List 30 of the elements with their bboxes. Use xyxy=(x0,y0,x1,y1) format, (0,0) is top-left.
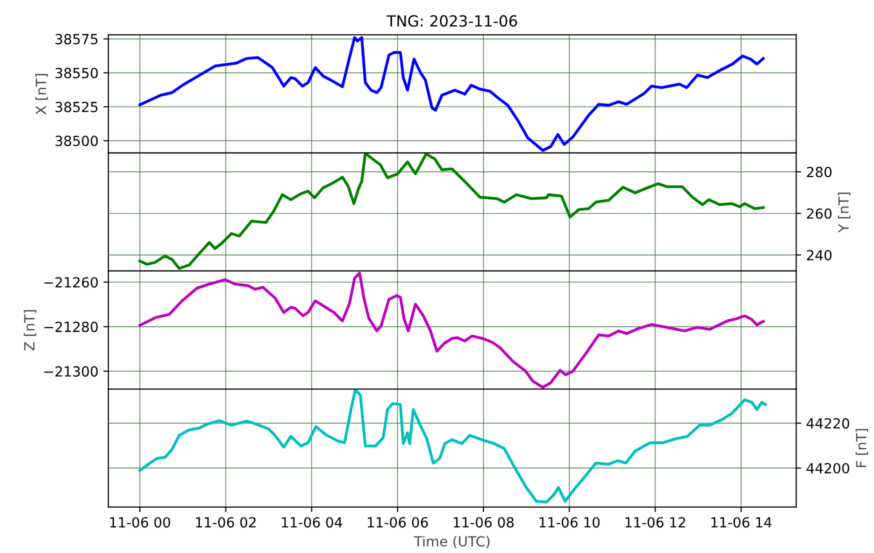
x-axis-title: Time (UTC) xyxy=(414,536,490,548)
y-axis-title: X [nT] xyxy=(35,74,48,114)
y-tick-label: 38500 xyxy=(56,136,98,146)
x-tick-label: 11-06 12 xyxy=(626,517,686,528)
x-tick-label: 11-06 08 xyxy=(454,517,514,528)
y2-tick-label: 44220 xyxy=(806,418,850,429)
y-axis-title: Z [nT] xyxy=(24,310,36,350)
y2-tick-label: 260 xyxy=(806,208,832,219)
y2-tick-label: 44200 xyxy=(806,463,850,474)
y2-tick-label: 280 xyxy=(806,166,832,178)
y-tick-label: −21260 xyxy=(44,277,98,288)
y-tick-label: 38575 xyxy=(56,34,98,44)
x-tick-label: 11-06 04 xyxy=(282,517,342,528)
line-series xyxy=(138,152,765,270)
x-tick-label: 11-06 14 xyxy=(711,517,772,528)
line-series xyxy=(138,389,767,504)
y2-axis-title: F [nT] xyxy=(856,428,868,467)
x-tick-label: 11-06 10 xyxy=(540,517,600,528)
x-tick-label: 11-06 00 xyxy=(110,517,170,528)
y2-axis-title: Y [nT] xyxy=(838,192,850,232)
y-tick-label: 38525 xyxy=(56,102,98,112)
x-tick-label: 11-06 02 xyxy=(196,517,256,528)
y-tick-label: −21280 xyxy=(44,322,98,332)
chart-title: TNG: 2023-11-06 xyxy=(386,15,518,27)
y2-tick-label: 240 xyxy=(806,250,832,260)
y-tick-label: 38550 xyxy=(56,68,98,78)
y-tick-label: −21300 xyxy=(44,366,98,377)
line-series xyxy=(138,272,765,389)
line-series xyxy=(138,36,765,152)
x-tick-label: 11-06 06 xyxy=(368,517,428,528)
